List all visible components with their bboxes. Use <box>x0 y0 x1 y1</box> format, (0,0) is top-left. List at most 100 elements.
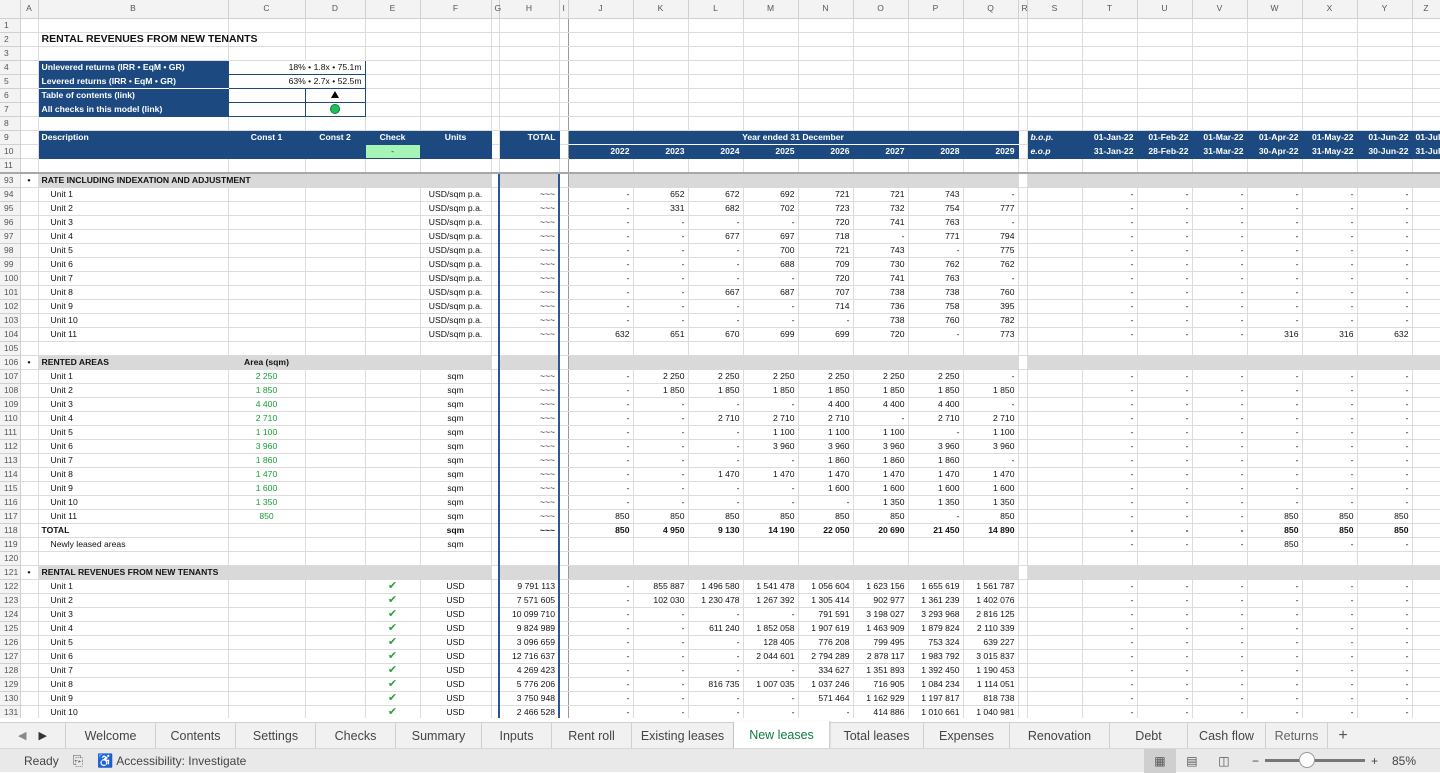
row-total[interactable]: 3 096 659 <box>498 635 560 650</box>
cell-Z[interactable] <box>1412 32 1440 47</box>
month-value[interactable]: - <box>1247 453 1303 468</box>
row-total[interactable]: ~~~ <box>498 327 560 342</box>
cell-R[interactable] <box>1018 705 1028 718</box>
cell-S[interactable] <box>1027 397 1083 412</box>
cell-G[interactable] <box>491 495 500 510</box>
cell-W[interactable] <box>1247 102 1303 117</box>
cell-S[interactable] <box>1027 271 1083 286</box>
cell-O[interactable] <box>853 355 909 370</box>
cell-C[interactable] <box>228 705 306 718</box>
cell-G[interactable] <box>491 187 500 202</box>
cell-W[interactable] <box>1247 551 1303 566</box>
cell-F[interactable] <box>420 46 492 61</box>
cell-G[interactable] <box>491 327 500 342</box>
cell-A[interactable] <box>20 383 39 398</box>
month-value[interactable]: - <box>1357 691 1413 706</box>
year-value[interactable]: 773 <box>963 327 1019 342</box>
cell-T[interactable] <box>1082 32 1138 47</box>
cell-H[interactable] <box>498 341 560 356</box>
month-value[interactable]: - <box>1082 537 1138 552</box>
units[interactable]: USD/sqm p.a. <box>420 313 492 328</box>
cell-D[interactable] <box>305 607 366 622</box>
row-header[interactable]: 99 <box>0 257 21 272</box>
cell-S[interactable] <box>1027 663 1083 678</box>
cell-I[interactable] <box>559 369 569 384</box>
cell-R[interactable] <box>1018 243 1028 258</box>
month-value[interactable]: - <box>1082 439 1138 454</box>
column-header-T[interactable]: T <box>1082 0 1138 19</box>
month-start-header[interactable]: 01-Feb-22 <box>1137 130 1193 145</box>
month-value[interactable]: - <box>1247 271 1303 286</box>
year-value[interactable]: 1 561 787 <box>963 579 1019 594</box>
sheet-tab[interactable]: Contents <box>156 723 236 748</box>
row-header[interactable]: 123 <box>0 593 21 608</box>
cell-W[interactable] <box>1247 355 1303 370</box>
cell-E[interactable] <box>365 565 421 580</box>
month-value[interactable]: - <box>1137 257 1193 272</box>
year-value[interactable]: 1 655 619 <box>908 579 964 594</box>
month-value[interactable]: - <box>1192 635 1248 650</box>
period-title[interactable]: Year ended 31 December <box>568 130 1019 145</box>
cell-Z[interactable] <box>1412 593 1440 608</box>
units[interactable]: sqm <box>420 439 492 454</box>
row-header[interactable]: 100 <box>0 271 21 286</box>
month-value[interactable]: - <box>1302 299 1358 314</box>
cell-S[interactable] <box>1027 32 1083 47</box>
year-value[interactable]: 738 <box>853 313 909 328</box>
cell-Z[interactable] <box>1412 383 1440 398</box>
cell-W[interactable] <box>1247 74 1303 89</box>
year-value[interactable]: 2 878 117 <box>853 649 909 664</box>
cell-C[interactable] <box>228 201 306 216</box>
cell-E[interactable] <box>365 467 421 482</box>
year-value[interactable]: 732 <box>853 201 909 216</box>
cell-M[interactable] <box>743 565 799 580</box>
year-value[interactable]: 1 114 051 <box>963 677 1019 692</box>
cell-X[interactable] <box>1302 116 1358 131</box>
cell-J[interactable] <box>568 46 634 61</box>
year-value[interactable]: 721 <box>798 187 854 202</box>
cell-Z[interactable] <box>1412 411 1440 426</box>
cell-S[interactable] <box>1027 116 1083 131</box>
cell-E[interactable] <box>365 102 421 117</box>
cell-G[interactable] <box>491 663 500 678</box>
cell-S[interactable] <box>1027 579 1083 594</box>
row-header[interactable]: 126 <box>0 635 21 650</box>
cell-D[interactable] <box>305 369 366 384</box>
year-value[interactable]: 632 <box>568 327 634 342</box>
cell-K[interactable] <box>633 60 689 75</box>
description-header[interactable]: Description <box>38 130 229 145</box>
row-label[interactable]: Unit 1 <box>38 187 229 202</box>
cell-B[interactable] <box>38 551 229 566</box>
sheet-tab[interactable]: Inputs <box>482 723 552 748</box>
row-label[interactable]: Unit 6 <box>38 649 229 664</box>
year-value[interactable]: - <box>633 299 689 314</box>
month-end-header[interactable]: 31-Jan-22 <box>1082 144 1138 159</box>
cell-D[interactable] <box>305 313 366 328</box>
cell-Y[interactable] <box>1357 60 1413 75</box>
units[interactable]: USD <box>420 579 492 594</box>
cell-C[interactable] <box>228 579 306 594</box>
cell-D[interactable] <box>305 243 366 258</box>
cell-G[interactable] <box>491 355 500 370</box>
cell-D[interactable] <box>305 201 366 216</box>
month-value[interactable]: - <box>1357 635 1413 650</box>
cell-U[interactable] <box>1137 158 1193 174</box>
summary-label[interactable]: Levered returns (IRR • EqM • GR) <box>38 74 229 89</box>
cell-B[interactable] <box>38 341 229 356</box>
cell-U[interactable] <box>1137 355 1193 370</box>
year-value[interactable]: 2 250 <box>853 369 909 384</box>
cell-A[interactable] <box>20 495 39 510</box>
month-value[interactable]: - <box>1302 313 1358 328</box>
year-value[interactable]: - <box>798 705 854 718</box>
cell-E[interactable] <box>365 425 421 440</box>
cell-R[interactable] <box>1018 509 1028 524</box>
cell-Z[interactable] <box>1412 18 1440 33</box>
cell-A[interactable] <box>20 299 39 314</box>
cell-C[interactable] <box>228 551 306 566</box>
row-total[interactable]: ~~~ <box>498 313 560 328</box>
cell-K[interactable] <box>633 355 689 370</box>
cell-E[interactable] <box>365 46 421 61</box>
month-value[interactable]: - <box>1357 607 1413 622</box>
cell-W[interactable] <box>1247 88 1303 103</box>
cell-Z[interactable] <box>1412 271 1440 286</box>
